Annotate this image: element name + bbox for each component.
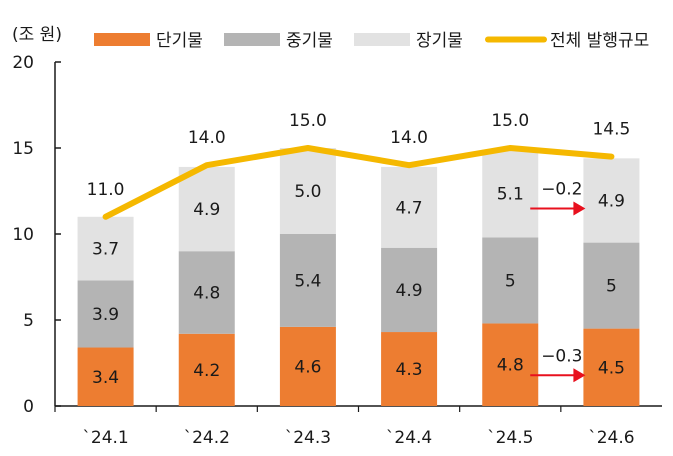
bar-segment xyxy=(178,333,235,406)
segment-label: 3.4 xyxy=(92,368,119,388)
bar-segment xyxy=(583,328,640,406)
change-arrow-head xyxy=(573,368,586,383)
change-label: −0.3 xyxy=(541,346,582,366)
x-tick-label: `24.6 xyxy=(588,428,634,448)
total-label: 15.0 xyxy=(289,111,327,131)
bar-segment xyxy=(77,347,134,406)
legend-swatch-1 xyxy=(94,33,150,46)
change-label: −0.2 xyxy=(541,179,582,199)
y-tick-label: 0 xyxy=(23,397,34,417)
bar-segment xyxy=(178,166,235,252)
bar-segment xyxy=(178,251,235,334)
bar-segment xyxy=(77,216,134,281)
bar-segment xyxy=(279,326,336,406)
segment-label: 3.7 xyxy=(92,240,119,260)
legend: 단기물 중기물 장기물 전체 발행규모 xyxy=(94,31,649,51)
x-tick-label: `24.4 xyxy=(386,428,432,448)
segment-label: 4.9 xyxy=(193,200,220,220)
y-tick-label: 20 xyxy=(12,53,34,73)
data-labels: 3.4 3.9 3.7 4.2 4.8 4.9 4.6 5.4 5.0 4.3 4.9 4.7 4.8 5… xyxy=(87,111,631,388)
segment-label: 4.7 xyxy=(396,198,423,218)
bar-segment xyxy=(279,234,336,327)
annotations: −0.2 −0.3 xyxy=(530,179,586,383)
segment-label: 5.1 xyxy=(497,185,524,205)
segment-label: 5 xyxy=(505,271,516,291)
x-tick-label: `24.3 xyxy=(285,428,331,448)
y-unit-label: (조 원) xyxy=(12,25,62,45)
legend-label-4: 전체 발행규모 xyxy=(550,31,649,51)
bar-segment xyxy=(381,247,438,333)
bars xyxy=(77,148,640,406)
segment-label: 5.4 xyxy=(294,271,321,291)
total-label: 14.0 xyxy=(188,128,226,148)
bar-segment xyxy=(583,158,640,243)
x-tick-label: `24.1 xyxy=(82,428,128,448)
bar-segment xyxy=(381,332,438,406)
bar-segment xyxy=(583,242,640,329)
legend-swatch-2 xyxy=(224,33,280,46)
segment-label: 4.9 xyxy=(598,191,625,211)
segment-label: 4.5 xyxy=(598,358,625,378)
x-tick-label: `24.2 xyxy=(184,428,230,448)
segment-label: 5 xyxy=(606,277,617,297)
legend-swatch-3 xyxy=(354,33,410,46)
segment-label: 4.8 xyxy=(497,356,524,376)
total-label: 14.5 xyxy=(592,120,630,140)
y-tick-label: 15 xyxy=(12,139,34,159)
total-line-path xyxy=(102,145,615,220)
legend-label-2: 중기물 xyxy=(286,31,333,51)
segment-label: 4.2 xyxy=(193,361,220,381)
axes: 0 5 10 15 20 `24.1 `24.2 `24.3 `24.4 `24.5 `24.6 xyxy=(12,53,662,448)
bar-segment xyxy=(482,237,539,324)
x-tick-label: `24.5 xyxy=(487,428,533,448)
legend-label-3: 장기물 xyxy=(416,31,463,51)
segment-label: 4.9 xyxy=(396,281,423,301)
total-label: 11.0 xyxy=(87,180,125,200)
legend-label-1: 단기물 xyxy=(156,31,203,51)
segment-label: 3.9 xyxy=(92,305,119,325)
total-label: 15.0 xyxy=(491,111,529,131)
y-tick-label: 10 xyxy=(12,225,34,245)
bar-segment xyxy=(482,149,539,238)
y-tick-label: 5 xyxy=(23,311,34,331)
segment-label: 5.0 xyxy=(294,182,321,202)
bar-segment xyxy=(381,166,438,248)
bar-segment xyxy=(482,323,539,406)
segment-label: 4.3 xyxy=(396,360,423,380)
segment-label: 4.8 xyxy=(193,283,220,303)
bar-segment xyxy=(77,280,134,348)
bar-segment xyxy=(279,148,336,234)
total-label: 14.0 xyxy=(390,128,428,148)
change-arrow-head xyxy=(573,201,586,216)
segment-label: 4.6 xyxy=(294,357,321,377)
total-line xyxy=(102,145,615,220)
